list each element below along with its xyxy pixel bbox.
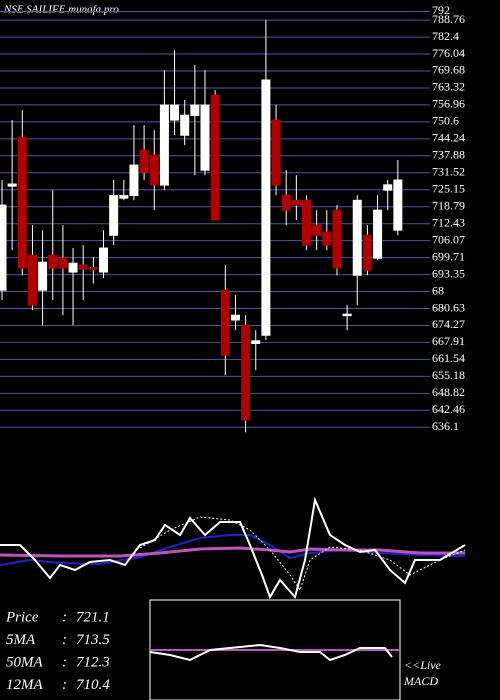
y-tick-label: 792 [432, 3, 450, 17]
y-tick-label: 648.82 [432, 385, 465, 399]
candle-body [88, 267, 98, 271]
candle-body [7, 183, 17, 187]
y-tick-label: 642.46 [432, 402, 465, 416]
candle-body [322, 231, 332, 246]
y-tick-label: 756.96 [432, 97, 465, 111]
candle-body [332, 209, 342, 269]
y-tick-label: 750.6 [432, 114, 459, 128]
candle-body [58, 257, 68, 269]
y-tick-label: 699.71 [432, 249, 465, 263]
candle-body [342, 313, 352, 317]
y-tick-label: 744.24 [432, 131, 465, 145]
candle-body [0, 204, 7, 291]
y-tick-label: 674.27 [432, 317, 465, 331]
candle-body [302, 199, 311, 246]
candle-body [119, 194, 129, 199]
indicator-value: 721.1 [76, 609, 110, 625]
indicator-label: 12MA [6, 677, 43, 693]
candle-body [190, 104, 200, 116]
y-tick-label: 776.04 [432, 46, 465, 60]
indicator-sep: : [62, 632, 67, 648]
candle-body [139, 149, 149, 173]
y-tick-label: 763.32 [432, 80, 465, 94]
y-tick-label: 680.63 [432, 300, 465, 314]
y-tick-label: 667.91 [432, 334, 465, 348]
y-tick-label: 706.07 [432, 232, 465, 246]
chart-title: NSE SAILIFE munafa.pro [3, 4, 119, 16]
y-tick-label: 737.88 [432, 148, 465, 162]
y-tick-label: 636.1 [432, 419, 459, 433]
candle-body [129, 164, 139, 196]
candle-body [362, 234, 372, 271]
macd-line [139, 516, 466, 592]
candle-body [312, 224, 322, 236]
y-tick-label: 725.15 [432, 182, 465, 196]
candle-body [261, 79, 271, 336]
indicator-sep: : [62, 609, 67, 625]
candle-body [68, 262, 78, 273]
y-tick-label: 769.68 [432, 63, 465, 77]
y-tick-label: 788.76 [432, 12, 465, 26]
y-tick-label: 718.79 [432, 198, 465, 212]
y-tick-label: 712.43 [432, 215, 465, 229]
y-tick-label: 68 [432, 283, 444, 297]
candle-body [78, 264, 88, 270]
live-label: <<Live [404, 658, 442, 672]
candle-body [251, 340, 261, 345]
indicator-value: 710.4 [76, 677, 110, 693]
candle-body [99, 247, 108, 273]
signal-line [0, 546, 465, 558]
y-tick-label: 731.52 [432, 165, 465, 179]
indicator-label: 50MA [6, 654, 43, 670]
candle-body [271, 119, 281, 186]
candle-body [352, 199, 362, 276]
candle-body [291, 199, 301, 206]
candle-body [373, 209, 383, 259]
candle-body [281, 194, 291, 211]
candle-body [220, 289, 230, 356]
lower-panel [0, 496, 466, 600]
indicator-value: 712.3 [76, 654, 110, 670]
candle-body [230, 314, 240, 321]
price-line [0, 496, 466, 600]
indicator-label: Price [5, 609, 39, 625]
indicator-label: 5MA [6, 632, 36, 648]
y-tick-label: 693.35 [432, 266, 465, 280]
macd-label: MACD [403, 674, 438, 688]
candle-body [17, 136, 27, 269]
indicator-sep: : [62, 654, 67, 670]
candle-body [48, 254, 58, 269]
candle-body [109, 194, 119, 236]
candle-body [149, 154, 159, 186]
macd-hist [149, 643, 393, 662]
candle-body [180, 114, 190, 136]
indicator-sep: : [62, 677, 67, 693]
candle-body [383, 184, 393, 191]
candle-body [170, 104, 180, 121]
candle-body [38, 261, 48, 291]
candle-body [27, 254, 37, 306]
y-tick-label: 661.54 [432, 351, 465, 365]
candle-body [241, 324, 251, 421]
candle-body [159, 104, 169, 186]
y-tick-label: 782.4 [432, 29, 459, 43]
indicator-value: 713.5 [76, 632, 110, 648]
candle-body [393, 179, 403, 231]
macd-box [149, 599, 401, 700]
y-tick-label: 655.18 [432, 368, 465, 382]
candle-body [200, 104, 210, 171]
candle-body [210, 94, 220, 221]
